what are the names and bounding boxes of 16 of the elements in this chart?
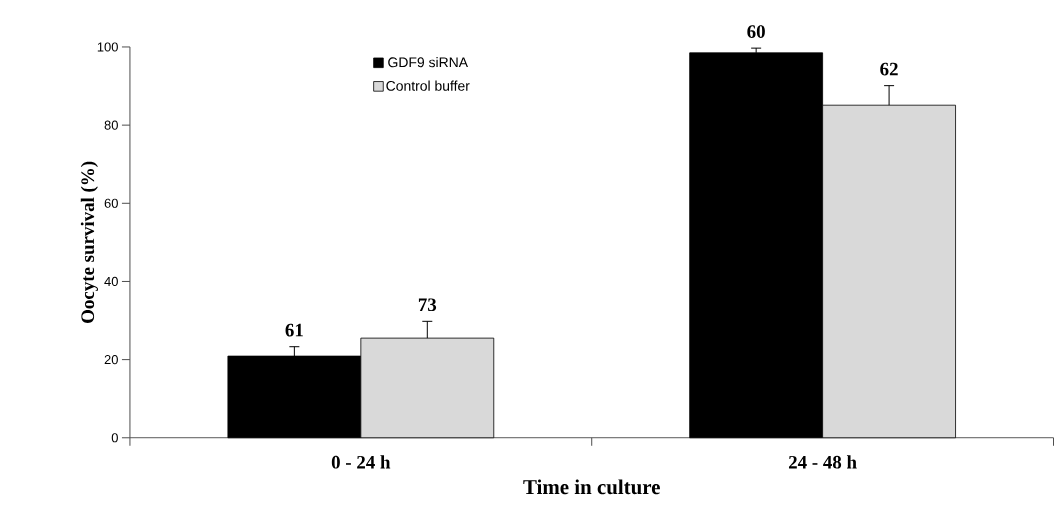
annotation: 61: [285, 323, 303, 337]
legend-label: Control buffer: [386, 80, 470, 91]
x-tick-label: 24 - 48 h: [788, 455, 857, 469]
x-tick-label: 0 - 24 h: [331, 455, 391, 469]
y-tick-label: 40: [104, 276, 118, 287]
text: 60: [747, 25, 765, 39]
x-axis-title: Time in culture: [523, 479, 660, 495]
y-axis-title: Oocyte survival (%): [80, 161, 98, 324]
y-tick-label: 20: [104, 355, 118, 365]
annotation: 73: [418, 298, 437, 312]
legend-label: GDF9 siRNA: [388, 57, 469, 68]
annotation: 62: [880, 62, 898, 76]
y-tick-label: 100: [97, 42, 118, 52]
y-tick-label: 0: [111, 433, 118, 443]
y-tick-label: 80: [104, 120, 118, 130]
y-tick-label: 60: [104, 198, 118, 208]
